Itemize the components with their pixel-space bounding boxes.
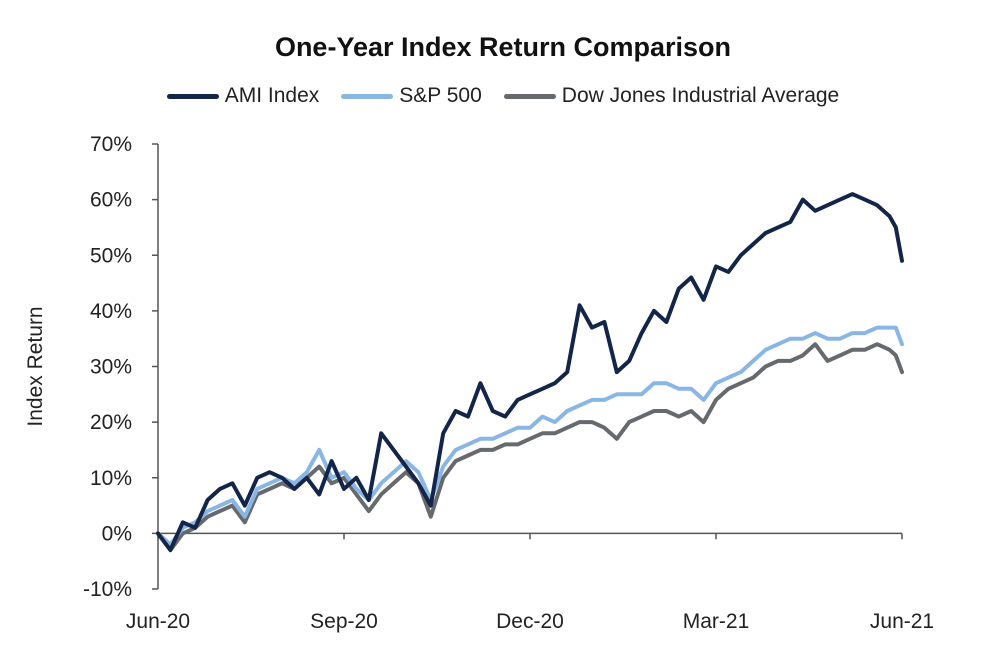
axes [152,143,903,590]
legend-swatch-ami-index [166,93,219,99]
legend-label-ami-index: AMI Index [224,84,320,107]
y-tick-label: -10% [83,578,132,601]
legend-label-sp500: S&P 500 [399,84,482,107]
y-tick-label: 10% [90,467,132,490]
legend-item-ami-index: AMI Index [166,84,320,108]
x-tick-label: Jun-20 [126,610,190,633]
x-tick-label: Sep-20 [310,610,378,633]
y-axis-title: Index Return [24,306,47,426]
legend-swatch-sp500 [341,93,394,99]
series-line-ami-index [156,192,904,553]
y-tick-label: 50% [90,244,132,267]
legend-item-dow-jones: Dow Jones Industrial Average [503,84,840,108]
y-tick-label: 0% [102,522,132,545]
x-tick-label: Mar-21 [683,610,750,633]
legend: AMI Index S&P 500 Dow Jones Industrial A… [0,84,1006,108]
legend-swatch-dow-jones [503,93,556,99]
x-tick-label: Jun-21 [870,610,934,633]
legend-item-sp500: S&P 500 [341,84,482,108]
series-line-dow-jones [156,342,904,553]
y-tick-label: 30% [90,356,132,379]
y-tick-label: 40% [90,300,132,323]
chart-title: One-Year Index Return Comparison [274,32,732,62]
labels-layer: -10% 0% 10% 20% 30% 40% 50% 60% 70% Jun-20 Sep-20 D… [24,133,934,633]
legend-label-dow-jones: Dow Jones Industrial Average [561,84,840,107]
series-layer [156,192,904,553]
x-tick-label: Dec-20 [496,610,564,633]
y-tick-label: 70% [90,133,132,156]
y-tick-label: 60% [90,189,132,212]
y-tick-label: 20% [90,411,132,434]
